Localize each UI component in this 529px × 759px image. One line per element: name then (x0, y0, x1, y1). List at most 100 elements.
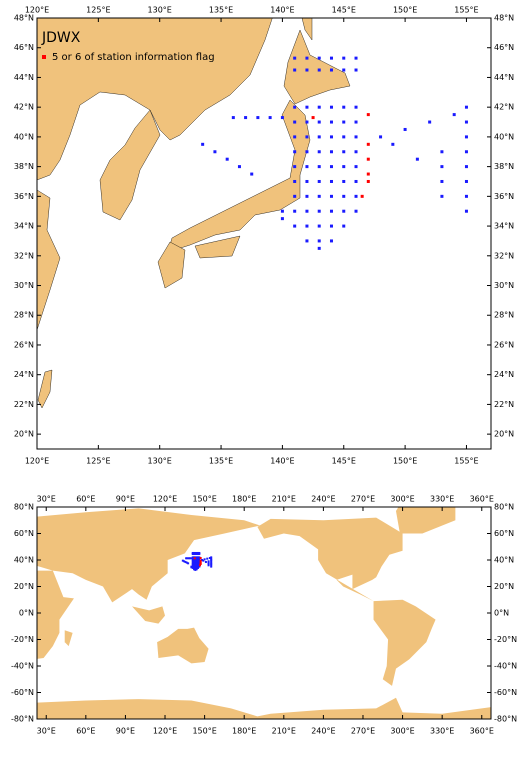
y-tick-label: 44°N (14, 73, 34, 82)
x-tick-label: 120°E (153, 727, 177, 736)
station (210, 560, 213, 563)
y-tick-label: 48°N (494, 14, 514, 23)
station (191, 556, 194, 559)
y-tick-label: 80°N (14, 503, 34, 512)
y-tick-label: 42°N (14, 103, 34, 112)
station (464, 179, 468, 183)
station (293, 194, 297, 198)
x-tick-label: 140°E (270, 457, 294, 466)
flagged-station (360, 194, 364, 198)
station (354, 165, 358, 169)
x-tick-label: 130°E (148, 6, 172, 15)
station (203, 558, 206, 561)
station (210, 561, 213, 564)
station (293, 56, 297, 60)
continent (132, 606, 166, 624)
y-tick-label: -20°N (494, 635, 517, 644)
station (191, 560, 194, 563)
station (198, 560, 201, 563)
y-tick-label: 20°N (494, 430, 514, 439)
station (317, 179, 321, 183)
flagged-station (366, 179, 370, 183)
station (317, 246, 321, 250)
station (280, 217, 284, 221)
station (317, 209, 321, 213)
station (342, 150, 346, 154)
station (280, 209, 284, 213)
station (237, 165, 241, 169)
station (317, 120, 321, 124)
x-tick-label: 125°E (86, 457, 110, 466)
flagged-station (199, 560, 202, 563)
flagged-station (199, 562, 202, 565)
station (197, 557, 200, 560)
station (342, 194, 346, 198)
continent (37, 508, 261, 603)
station (342, 165, 346, 169)
station (305, 56, 309, 60)
station (194, 561, 197, 564)
station (329, 56, 333, 60)
station (440, 194, 444, 198)
y-tick-label: 34°N (14, 222, 34, 231)
station (193, 568, 196, 571)
station (194, 568, 197, 571)
x-tick-label: 360°E (470, 727, 494, 736)
station (194, 562, 197, 565)
station (317, 165, 321, 169)
flagged-station (366, 172, 370, 176)
station (329, 150, 333, 154)
station (197, 561, 200, 564)
y-tick-label: 30°N (14, 281, 34, 290)
x-tick-label: 150°E (393, 6, 417, 15)
x-tick-label: 145°E (332, 6, 356, 15)
station (379, 135, 383, 139)
station (354, 209, 358, 213)
x-tick-label: 240°E (311, 727, 335, 736)
y-tick-label: 38°N (14, 162, 34, 171)
continent (64, 630, 73, 647)
y-tick-label: 0°N (19, 609, 34, 618)
x-tick-label: 150°E (192, 727, 216, 736)
y-tick-label: 26°N (494, 340, 514, 349)
y-tick-label: 48°N (14, 14, 34, 23)
x-tick-label: 300°E (390, 495, 414, 504)
station (193, 560, 196, 563)
continent (373, 599, 436, 686)
y-tick-label: 20°N (14, 430, 34, 439)
land (37, 18, 351, 409)
station (185, 557, 188, 560)
station (244, 116, 248, 120)
station (464, 120, 468, 124)
station (210, 562, 213, 565)
station (194, 565, 197, 568)
station (280, 116, 284, 120)
station (202, 559, 205, 562)
flagged-station (193, 557, 196, 560)
station (342, 209, 346, 213)
station (452, 113, 456, 117)
station (317, 105, 321, 109)
x-tick-label: 300°E (390, 727, 414, 736)
x-tick-label: 60°E (76, 727, 95, 736)
x-tick-label: 360°E (470, 495, 494, 504)
x-tick-label: 180°E (232, 727, 256, 736)
station (293, 179, 297, 183)
station (354, 68, 358, 72)
station (305, 239, 309, 243)
station (201, 142, 205, 146)
station (342, 120, 346, 124)
x-tick-label: 240°E (311, 495, 335, 504)
station (195, 551, 198, 554)
y-tick-label: 24°N (494, 370, 514, 379)
station (197, 553, 200, 556)
y-tick-label: 28°N (494, 311, 514, 320)
station (250, 172, 254, 176)
station (204, 560, 207, 563)
station (195, 561, 198, 564)
station (305, 179, 309, 183)
y-tick-label: 30°N (494, 281, 514, 290)
station (305, 120, 309, 124)
station (190, 557, 193, 560)
station (207, 562, 210, 565)
